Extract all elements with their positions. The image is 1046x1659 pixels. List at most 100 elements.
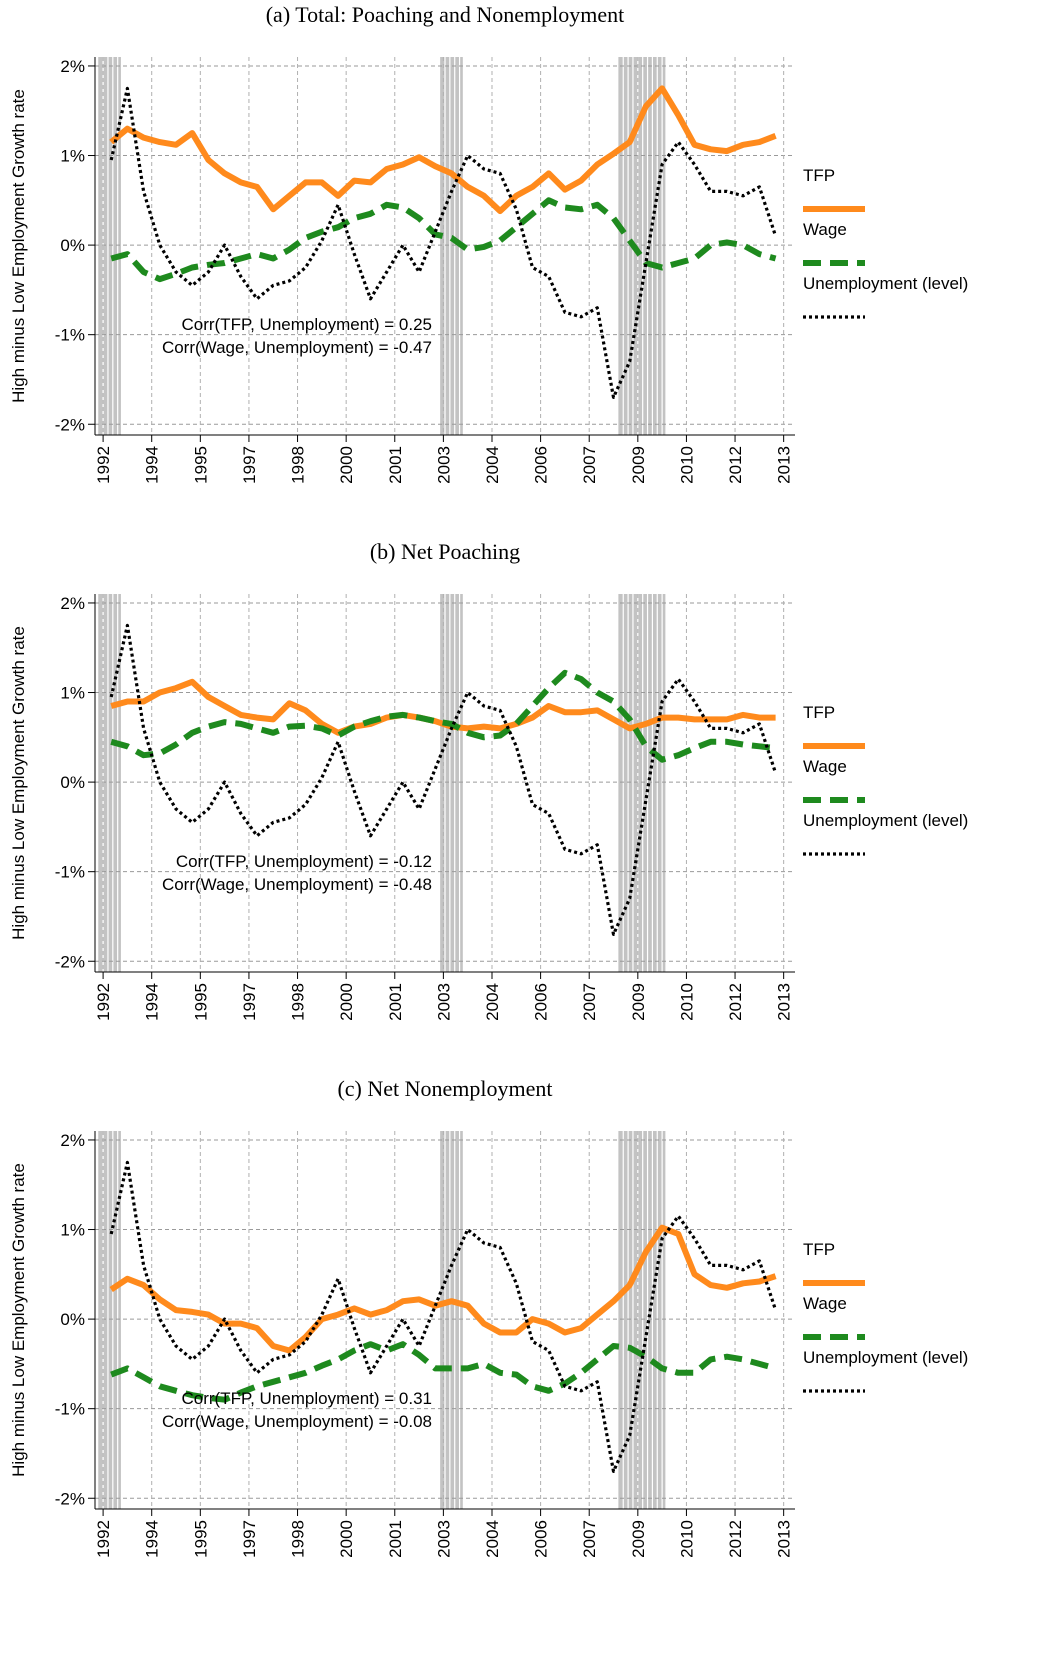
annotation: Corr(Wage, Unemployment) = -0.47 (162, 338, 432, 357)
series-line (109, 85, 777, 215)
y-tick-label: -2% (55, 415, 85, 434)
x-tick-label: 2006 (532, 1520, 551, 1558)
recession-band (440, 1131, 463, 1509)
annotation: Corr(Wage, Unemployment) = -0.08 (162, 1412, 432, 1431)
y-tick-label: -1% (55, 863, 85, 882)
y-tick-label: 0% (60, 773, 85, 792)
panel-title: (c) Net Nonemployment (337, 1076, 552, 1101)
legend-label: Unemployment (level) (803, 274, 968, 293)
x-tick-label: 2007 (580, 1520, 599, 1558)
y-tick-label: 2% (60, 1131, 85, 1150)
x-tick-label: 2003 (434, 1520, 453, 1558)
x-tick-label: 2009 (629, 1520, 648, 1558)
x-tick-label: 1992 (94, 1520, 113, 1558)
x-tick-label: 1995 (191, 446, 210, 484)
x-tick-label: 2012 (726, 983, 745, 1021)
x-tick-label: 2000 (337, 446, 356, 484)
legend-label: Wage (803, 220, 847, 239)
y-tick-label: -2% (55, 1489, 85, 1508)
legend-label: Unemployment (level) (803, 1348, 968, 1367)
y-tick-label: -2% (55, 952, 85, 971)
x-tick-label: 1997 (240, 446, 259, 484)
x-tick-label: 2004 (483, 446, 502, 484)
panel: (a) Total: Poaching and Nonemployment -2%… (9, 2, 968, 484)
legend-label: Unemployment (level) (803, 811, 968, 830)
x-tick-label: 2010 (677, 1520, 696, 1558)
x-tick-label: 2010 (677, 983, 696, 1021)
annotation: Corr(TFP, Unemployment) = 0.31 (181, 1389, 432, 1408)
x-tick-label: 2012 (726, 1520, 745, 1558)
x-tick-label: 2006 (532, 446, 551, 484)
legend-label: Wage (803, 757, 847, 776)
y-tick-label: 0% (60, 1310, 85, 1329)
x-tick-label: 2009 (629, 446, 648, 484)
x-tick-label: 1995 (191, 983, 210, 1021)
x-tick-label: 2003 (434, 446, 453, 484)
y-axis-label: High minus Low Employment Growth rate (9, 89, 28, 403)
recession-band (440, 57, 463, 435)
recession-band (98, 1131, 121, 1509)
annotation: Corr(TFP, Unemployment) = 0.25 (181, 315, 432, 334)
x-tick-label: 2009 (629, 983, 648, 1021)
legend-label: Wage (803, 1294, 847, 1313)
series-line (110, 1341, 777, 1403)
x-tick-label: 1995 (191, 1520, 210, 1558)
x-tick-label: 2006 (532, 983, 551, 1021)
recession-band (98, 594, 121, 972)
x-tick-label: 2001 (386, 983, 405, 1021)
x-tick-label: 1994 (143, 1520, 162, 1558)
annotation: Corr(Wage, Unemployment) = -0.48 (162, 875, 432, 894)
series-line (109, 1160, 778, 1473)
x-tick-label: 2013 (775, 446, 794, 484)
y-tick-label: 2% (60, 594, 85, 613)
x-tick-label: 1998 (289, 983, 308, 1021)
x-tick-label: 2013 (775, 1520, 794, 1558)
x-tick-label: 1994 (143, 983, 162, 1021)
series-line (109, 623, 778, 936)
x-tick-label: 2001 (386, 1520, 405, 1558)
legend-label: TFP (803, 1240, 835, 1259)
recession-band (440, 594, 463, 972)
x-tick-label: 1992 (94, 983, 113, 1021)
legend-label: TFP (803, 703, 835, 722)
legend-label: TFP (803, 166, 835, 185)
y-tick-label: 2% (60, 57, 85, 76)
x-tick-label: 2007 (580, 983, 599, 1021)
x-tick-label: 1997 (240, 983, 259, 1021)
y-tick-label: -1% (55, 1400, 85, 1419)
series-line (109, 1224, 777, 1354)
x-tick-label: 2004 (483, 983, 502, 1021)
recession-band (618, 594, 666, 972)
x-tick-label: 2004 (483, 1520, 502, 1558)
x-tick-label: 2001 (386, 446, 405, 484)
x-tick-label: 1998 (289, 446, 308, 484)
x-tick-label: 1998 (289, 1520, 308, 1558)
panel-title: (b) Net Poaching (370, 539, 520, 564)
series-line (110, 197, 777, 283)
y-axis-label: High minus Low Employment Growth rate (9, 1163, 28, 1477)
y-tick-label: -1% (55, 326, 85, 345)
y-tick-label: 0% (60, 236, 85, 255)
series-line (109, 86, 778, 399)
x-tick-label: 2000 (337, 1520, 356, 1558)
y-axis-label: High minus Low Employment Growth rate (9, 626, 28, 940)
recession-band (98, 57, 121, 435)
panel: (c) Net Nonemployment -2% -1% 0% 1% 2% 1992 199… (9, 1076, 968, 1558)
panel: (b) Net Poaching -2% -1% 0% 1% 2% 1992 1994 1995… (9, 539, 968, 1021)
x-tick-label: 2003 (434, 983, 453, 1021)
x-tick-label: 2010 (677, 446, 696, 484)
x-tick-label: 2013 (775, 983, 794, 1021)
series-line (110, 669, 776, 763)
x-tick-label: 2012 (726, 446, 745, 484)
y-tick-label: 1% (60, 684, 85, 703)
x-tick-label: 1997 (240, 1520, 259, 1558)
x-tick-label: 2007 (580, 446, 599, 484)
y-tick-label: 1% (60, 147, 85, 166)
annotation: Corr(TFP, Unemployment) = -0.12 (176, 852, 432, 871)
x-tick-label: 1994 (143, 446, 162, 484)
y-tick-label: 1% (60, 1221, 85, 1240)
panel-title: (a) Total: Poaching and Nonemployment (266, 2, 625, 27)
x-tick-label: 1992 (94, 446, 113, 484)
x-tick-label: 2000 (337, 983, 356, 1021)
